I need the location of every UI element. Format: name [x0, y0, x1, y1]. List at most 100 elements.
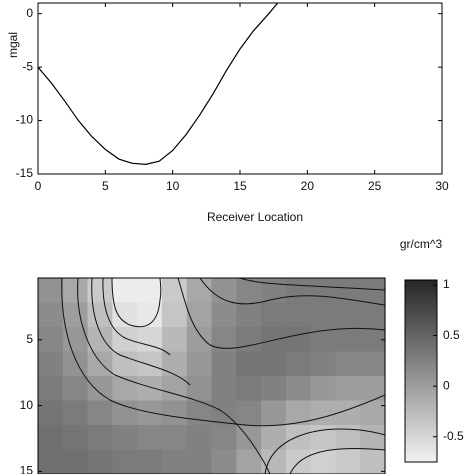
contour-line	[111, 278, 162, 328]
heatmap-cell	[62, 425, 89, 451]
y-tick-label: -10	[16, 113, 34, 127]
heatmap-cell	[161, 425, 188, 451]
heatmap-cell	[87, 327, 113, 353]
heatmap-cell	[161, 351, 188, 377]
heatmap-cell	[360, 278, 386, 304]
x-tick-label: 5	[102, 179, 109, 193]
heatmap-cell	[310, 278, 337, 304]
heatmap-cell	[285, 278, 312, 304]
x-tick-label: 10	[166, 179, 180, 193]
y-tick-label: -5	[22, 59, 33, 73]
y-tick-label: 5	[26, 332, 33, 346]
heatmap-cell	[236, 400, 262, 426]
y-tick-label: 0	[26, 6, 33, 20]
heatmap-cell	[335, 351, 361, 377]
heatmap-cell	[38, 376, 64, 402]
heatmap-cell	[112, 376, 138, 402]
heatmap-cell	[335, 302, 361, 328]
heatmap-cell	[236, 351, 262, 377]
data-line	[38, 3, 279, 165]
colorbar-tick-label: -0.5	[443, 429, 464, 443]
heatmap-cell	[335, 327, 361, 353]
colorbar-tick-label: 1	[443, 277, 450, 291]
y-tick-label: 15	[20, 464, 34, 474]
heatmap-cell	[112, 425, 138, 451]
contour-line	[199, 278, 385, 306]
heatmap-cell	[38, 327, 64, 353]
heatmap-cell	[211, 302, 237, 328]
heatmap-cell	[38, 351, 64, 377]
heatmap-cell	[360, 376, 386, 402]
x-tick-label: 25	[368, 179, 382, 193]
contour-line	[239, 278, 385, 291]
heatmap-plot: 5 10 15 1 0.5 0 -0.5	[20, 277, 464, 474]
contours	[61, 278, 385, 474]
x-axis-label: Receiver Location	[207, 210, 303, 224]
heatmap-cell	[137, 376, 163, 402]
x-tick-label: 20	[301, 179, 315, 193]
heatmap-cell	[161, 327, 188, 353]
x-tick-label: 0	[35, 179, 42, 193]
heatmap-cell	[261, 376, 287, 402]
heatmap-cell	[360, 302, 386, 328]
heatmap-cell	[186, 449, 213, 474]
contour-line	[289, 447, 385, 474]
contour-line	[264, 428, 385, 474]
heatmap-cell	[360, 400, 386, 426]
image-frame	[37, 277, 386, 474]
contour-line	[61, 278, 385, 427]
heatmap-cell	[261, 351, 287, 377]
heatmap-cell	[236, 302, 262, 328]
heatmap-cell	[285, 302, 312, 328]
heatmap-cell	[112, 278, 138, 304]
heatmap-cell	[112, 302, 138, 328]
contour-line	[77, 278, 271, 474]
heatmap-cell	[211, 376, 237, 402]
x-tick-label: 30	[435, 179, 449, 193]
heatmap-cell	[186, 425, 213, 451]
heatmap-cell	[62, 376, 89, 402]
heatmap-cell	[38, 302, 64, 328]
colorbar-tick-label: 0	[443, 378, 450, 392]
heatmap-cell	[285, 425, 312, 451]
heatmap-cell	[62, 400, 89, 426]
y-tick-label: 10	[20, 398, 34, 412]
heatmap-cell	[211, 351, 237, 377]
heatmap-cell	[335, 449, 361, 474]
heatmap-cell	[310, 302, 337, 328]
heatmap-cell	[62, 302, 89, 328]
x-tick-label: 15	[233, 179, 247, 193]
contour-line	[177, 278, 385, 349]
heatmap-cell	[112, 351, 138, 377]
heatmap-cell	[137, 449, 163, 474]
heatmap-cell	[62, 278, 89, 304]
heatmap-cell	[236, 449, 262, 474]
heatmap-cell	[360, 449, 386, 474]
heatmap-cell	[310, 376, 337, 402]
heatmap-cell	[360, 425, 386, 451]
heatmap-cell	[261, 327, 287, 353]
heatmap-cell	[62, 351, 89, 377]
heatmap-cell	[87, 376, 113, 402]
colorbar-label: gr/cm^3	[400, 237, 443, 251]
heatmap-cell	[211, 425, 237, 451]
heatmap-cell	[62, 449, 89, 474]
heatmap-cell	[261, 400, 287, 426]
heatmap-cell	[236, 376, 262, 402]
heatmap-cell	[186, 400, 213, 426]
contour-line	[91, 278, 191, 386]
colorbar	[404, 279, 438, 463]
heatmap-cell	[161, 449, 188, 474]
heatmap-cell	[87, 400, 113, 426]
heatmap-cell	[38, 425, 64, 451]
heatmap-cell	[186, 302, 213, 328]
heatmap-cell	[335, 376, 361, 402]
heatmap-cell	[161, 302, 188, 328]
heatmap-cell	[38, 278, 64, 304]
heatmap-cell	[236, 425, 262, 451]
heatmap-cell	[310, 327, 337, 353]
heatmap-cell	[137, 351, 163, 377]
y-axis-label: mgal	[6, 32, 20, 58]
heatmap-cell	[38, 449, 64, 474]
